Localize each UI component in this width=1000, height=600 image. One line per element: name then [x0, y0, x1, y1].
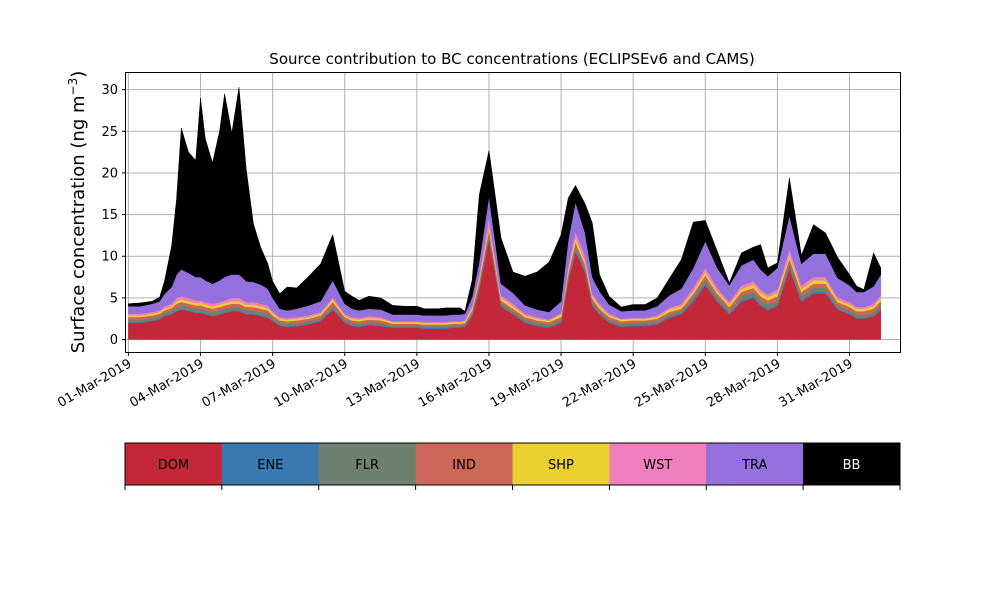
legend-swatch-shp [512, 443, 610, 485]
legend-swatch-dom [125, 443, 223, 485]
plot-frame [125, 72, 901, 353]
area-bb [128, 87, 882, 316]
legend-label-bb: BB [843, 458, 861, 473]
x-tick-label-6: 19-Mar-2019 [488, 356, 567, 410]
legend-swatch-bb [803, 443, 901, 485]
chart-title: Source contribution to BC concentrations… [269, 50, 754, 68]
stacked-areas [128, 87, 882, 340]
legend-swatch-ene [221, 443, 320, 485]
y-axis-ticks: 0 5 10 15 20 25 30 [101, 83, 126, 348]
y-tick-label-5: 25 [101, 125, 118, 140]
x-tick-label-9: 28-Mar-2019 [704, 356, 783, 410]
legend-label-ene: ENE [257, 458, 283, 473]
y-axis-label-close: ) [68, 71, 89, 78]
legend-label-ind: IND [452, 458, 476, 473]
x-tick-label-2: 07-Mar-2019 [199, 356, 278, 410]
x-tick-label-7: 22-Mar-2019 [560, 356, 639, 410]
y-tick-label-3: 15 [101, 208, 118, 223]
y-tick-label-4: 20 [101, 166, 118, 181]
legend-swatch-tra [706, 443, 804, 485]
y-axis-label: Surface concentration (ng m−3) [66, 71, 89, 354]
x-tick-label-0: 01-Mar-2019 [55, 356, 134, 410]
legend-label-tra: TRA [741, 458, 767, 473]
legend-label-shp: SHP [548, 458, 574, 473]
x-axis-ticks: 01-Mar-201904-Mar-201907-Mar-201910-Mar-… [55, 352, 856, 411]
y-tick-label-0: 0 [110, 333, 118, 348]
y-tick-label-6: 30 [101, 83, 118, 98]
x-tick-label-4: 13-Mar-2019 [344, 356, 423, 410]
legend-label-wst: WST [643, 458, 672, 473]
legend-swatch-flr [318, 443, 417, 485]
legend-swatch-wst [609, 443, 707, 485]
legend-label-dom: DOM [158, 458, 189, 473]
y-axis-label-main: Surface concentration (ng m [68, 95, 89, 353]
x-tick-label-5: 16-Mar-2019 [416, 356, 495, 410]
legend-swatch-ind [415, 443, 513, 485]
x-tick-label-10: 31-Mar-2019 [776, 356, 855, 410]
y-axis-label-sup: −3 [66, 78, 80, 96]
x-tick-label-1: 04-Mar-2019 [127, 356, 206, 410]
x-tick-label-8: 25-Mar-2019 [632, 356, 711, 410]
y-tick-label-2: 10 [101, 250, 118, 265]
legend: DOM ENE FLR IND SHP WST TRA BB [124, 442, 901, 490]
x-tick-label-3: 10-Mar-2019 [272, 356, 351, 410]
y-tick-label-1: 5 [110, 291, 118, 306]
legend-label-flr: FLR [355, 458, 379, 473]
